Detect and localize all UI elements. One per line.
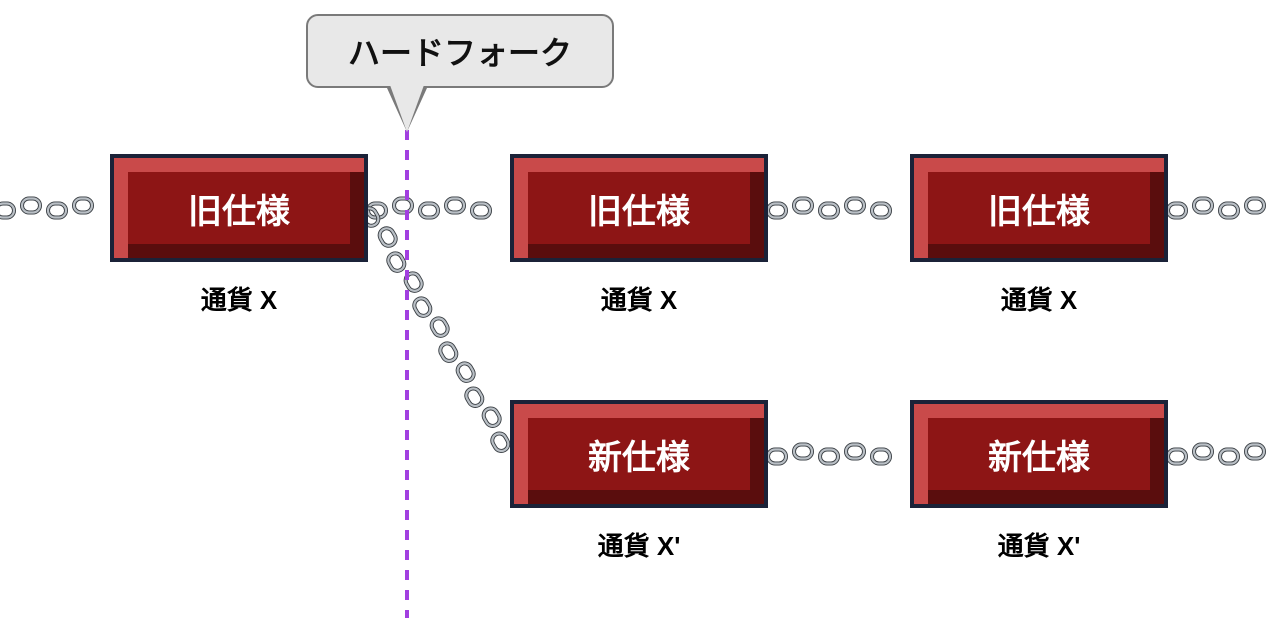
block-caption: 通貨 X' [510,526,768,563]
block-b1: 旧仕様 [110,154,368,262]
block-caption: 通貨 X [910,280,1168,317]
callout-bubble: ハードフォーク [306,14,614,88]
callout-label: ハードフォーク [348,28,572,74]
block-caption: 通貨 X' [910,526,1168,563]
block-b4: 新仕様 [510,400,768,508]
block-label: 旧仕様 [114,158,364,258]
block-label: 旧仕様 [514,158,764,258]
diagram-canvas: 旧仕様通貨 X 旧仕様通貨 X 旧仕様通貨 X 新仕様通貨 X' 新仕様通貨 X' ハード… [0,0,1280,618]
block-b2: 旧仕様 [510,154,768,262]
block-label: 新仕様 [914,404,1164,504]
block-b3: 旧仕様 [910,154,1168,262]
callout-pointer [390,85,424,132]
block-caption: 通貨 X [510,280,768,317]
block-label: 新仕様 [514,404,764,504]
block-label: 旧仕様 [914,158,1164,258]
fork-divider [405,110,409,618]
block-b5: 新仕様 [910,400,1168,508]
block-caption: 通貨 X [110,280,368,317]
